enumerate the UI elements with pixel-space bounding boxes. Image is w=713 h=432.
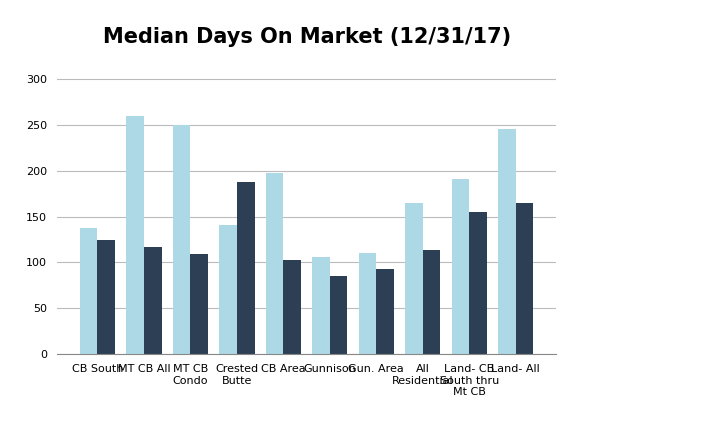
Bar (173, 125, 190, 354)
Bar (376, 269, 394, 354)
Bar (498, 129, 515, 354)
Bar (515, 203, 533, 354)
Bar (266, 173, 283, 354)
Bar (312, 257, 330, 354)
Bar (423, 250, 441, 354)
Bar (144, 247, 162, 354)
Bar (190, 254, 208, 354)
Bar (451, 179, 469, 354)
Bar (405, 203, 423, 354)
Bar (219, 225, 237, 354)
Bar (237, 181, 255, 354)
Bar (80, 228, 98, 354)
Bar (359, 253, 376, 354)
Title: Median Days On Market (12/31/17): Median Days On Market (12/31/17) (103, 28, 511, 48)
Bar (98, 240, 115, 354)
Bar (283, 260, 301, 354)
Bar (126, 115, 144, 354)
Bar (469, 212, 487, 354)
Bar (330, 276, 347, 354)
